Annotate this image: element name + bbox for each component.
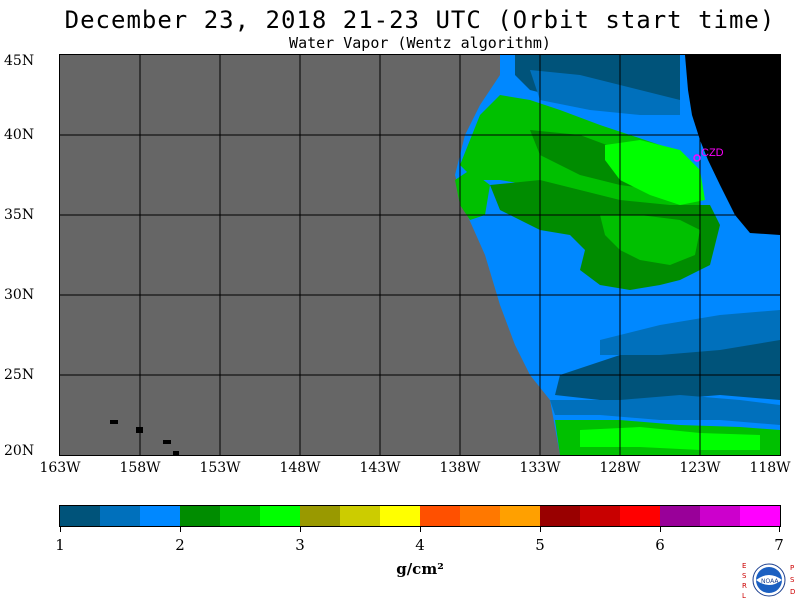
lon-label: 118W	[749, 460, 791, 476]
colorbar-label: 5	[535, 536, 545, 554]
colorbar-segment	[380, 506, 420, 526]
lat-label: 20N	[4, 443, 35, 459]
colorbar-segment	[500, 506, 540, 526]
colorbar-tick	[60, 526, 61, 532]
lon-label: 143W	[359, 460, 401, 476]
lon-label: 158W	[119, 460, 161, 476]
lat-label: 35N	[4, 207, 35, 223]
colorbar-segment	[740, 506, 780, 526]
lat-label: 45N	[4, 53, 35, 69]
svg-text:S: S	[742, 572, 747, 580]
station-label: CZD	[701, 147, 724, 159]
colorbar-segment	[180, 506, 220, 526]
lat-label: 30N	[4, 287, 35, 303]
colorbar	[59, 505, 781, 527]
colorbar-label: 7	[774, 536, 784, 554]
colorbar-unit: g/cm²	[396, 560, 444, 578]
lon-label: 133W	[519, 460, 561, 476]
colorbar-segment	[60, 506, 100, 526]
colorbar-tick	[180, 526, 181, 532]
land-mass	[685, 55, 780, 235]
colorbar-segment	[540, 506, 580, 526]
colorbar-label: 4	[415, 536, 425, 554]
colorbar-segment	[340, 506, 380, 526]
lon-label: 128W	[599, 460, 641, 476]
colorbar-label: 2	[175, 536, 185, 554]
colorbar-segment	[220, 506, 260, 526]
lon-label: 163W	[39, 460, 81, 476]
colorbar-segment	[300, 506, 340, 526]
lon-label: 123W	[679, 460, 721, 476]
colorbar-tick	[300, 526, 301, 532]
lon-label: 153W	[199, 460, 241, 476]
colorbar-segment	[620, 506, 660, 526]
colorbar-segment	[100, 506, 140, 526]
page-title: December 23, 2018 21-23 UTC (Orbit start…	[64, 6, 776, 34]
colorbar-segment	[460, 506, 500, 526]
colorbar-segment	[140, 506, 180, 526]
noaa-logo: E S R L NOAA P S D	[740, 556, 798, 600]
water-vapor-map: CZD	[59, 54, 781, 456]
graticule	[60, 55, 780, 455]
colorbar-label: 1	[55, 536, 65, 554]
page-subtitle: Water Vapor (Wentz algorithm)	[289, 34, 551, 52]
station-marker: CZD	[693, 147, 724, 162]
svg-text:S: S	[790, 576, 795, 584]
svg-text:P: P	[790, 564, 794, 572]
logo-center-text: NOAA	[761, 578, 779, 585]
lat-label: 25N	[4, 367, 35, 383]
colorbar-label: 3	[295, 536, 305, 554]
colorbar-tick	[779, 526, 780, 532]
svg-text:D: D	[790, 588, 795, 596]
colorbar-segment	[580, 506, 620, 526]
map-svg: CZD	[60, 55, 780, 455]
colorbar-label: 6	[655, 536, 665, 554]
colorbar-segment	[700, 506, 740, 526]
lon-label: 138W	[439, 460, 481, 476]
colorbar-segment	[260, 506, 300, 526]
lon-label: 148W	[279, 460, 321, 476]
colorbar-tick	[660, 526, 661, 532]
colorbar-tick	[540, 526, 541, 532]
colorbar-tick	[420, 526, 421, 532]
svg-text:L: L	[742, 592, 746, 600]
colorbar-segment	[420, 506, 460, 526]
lat-label: 40N	[4, 127, 35, 143]
colorbar-segment	[660, 506, 700, 526]
hawaii-islands	[110, 420, 179, 455]
svg-text:R: R	[742, 582, 747, 590]
svg-text:E: E	[742, 562, 746, 570]
